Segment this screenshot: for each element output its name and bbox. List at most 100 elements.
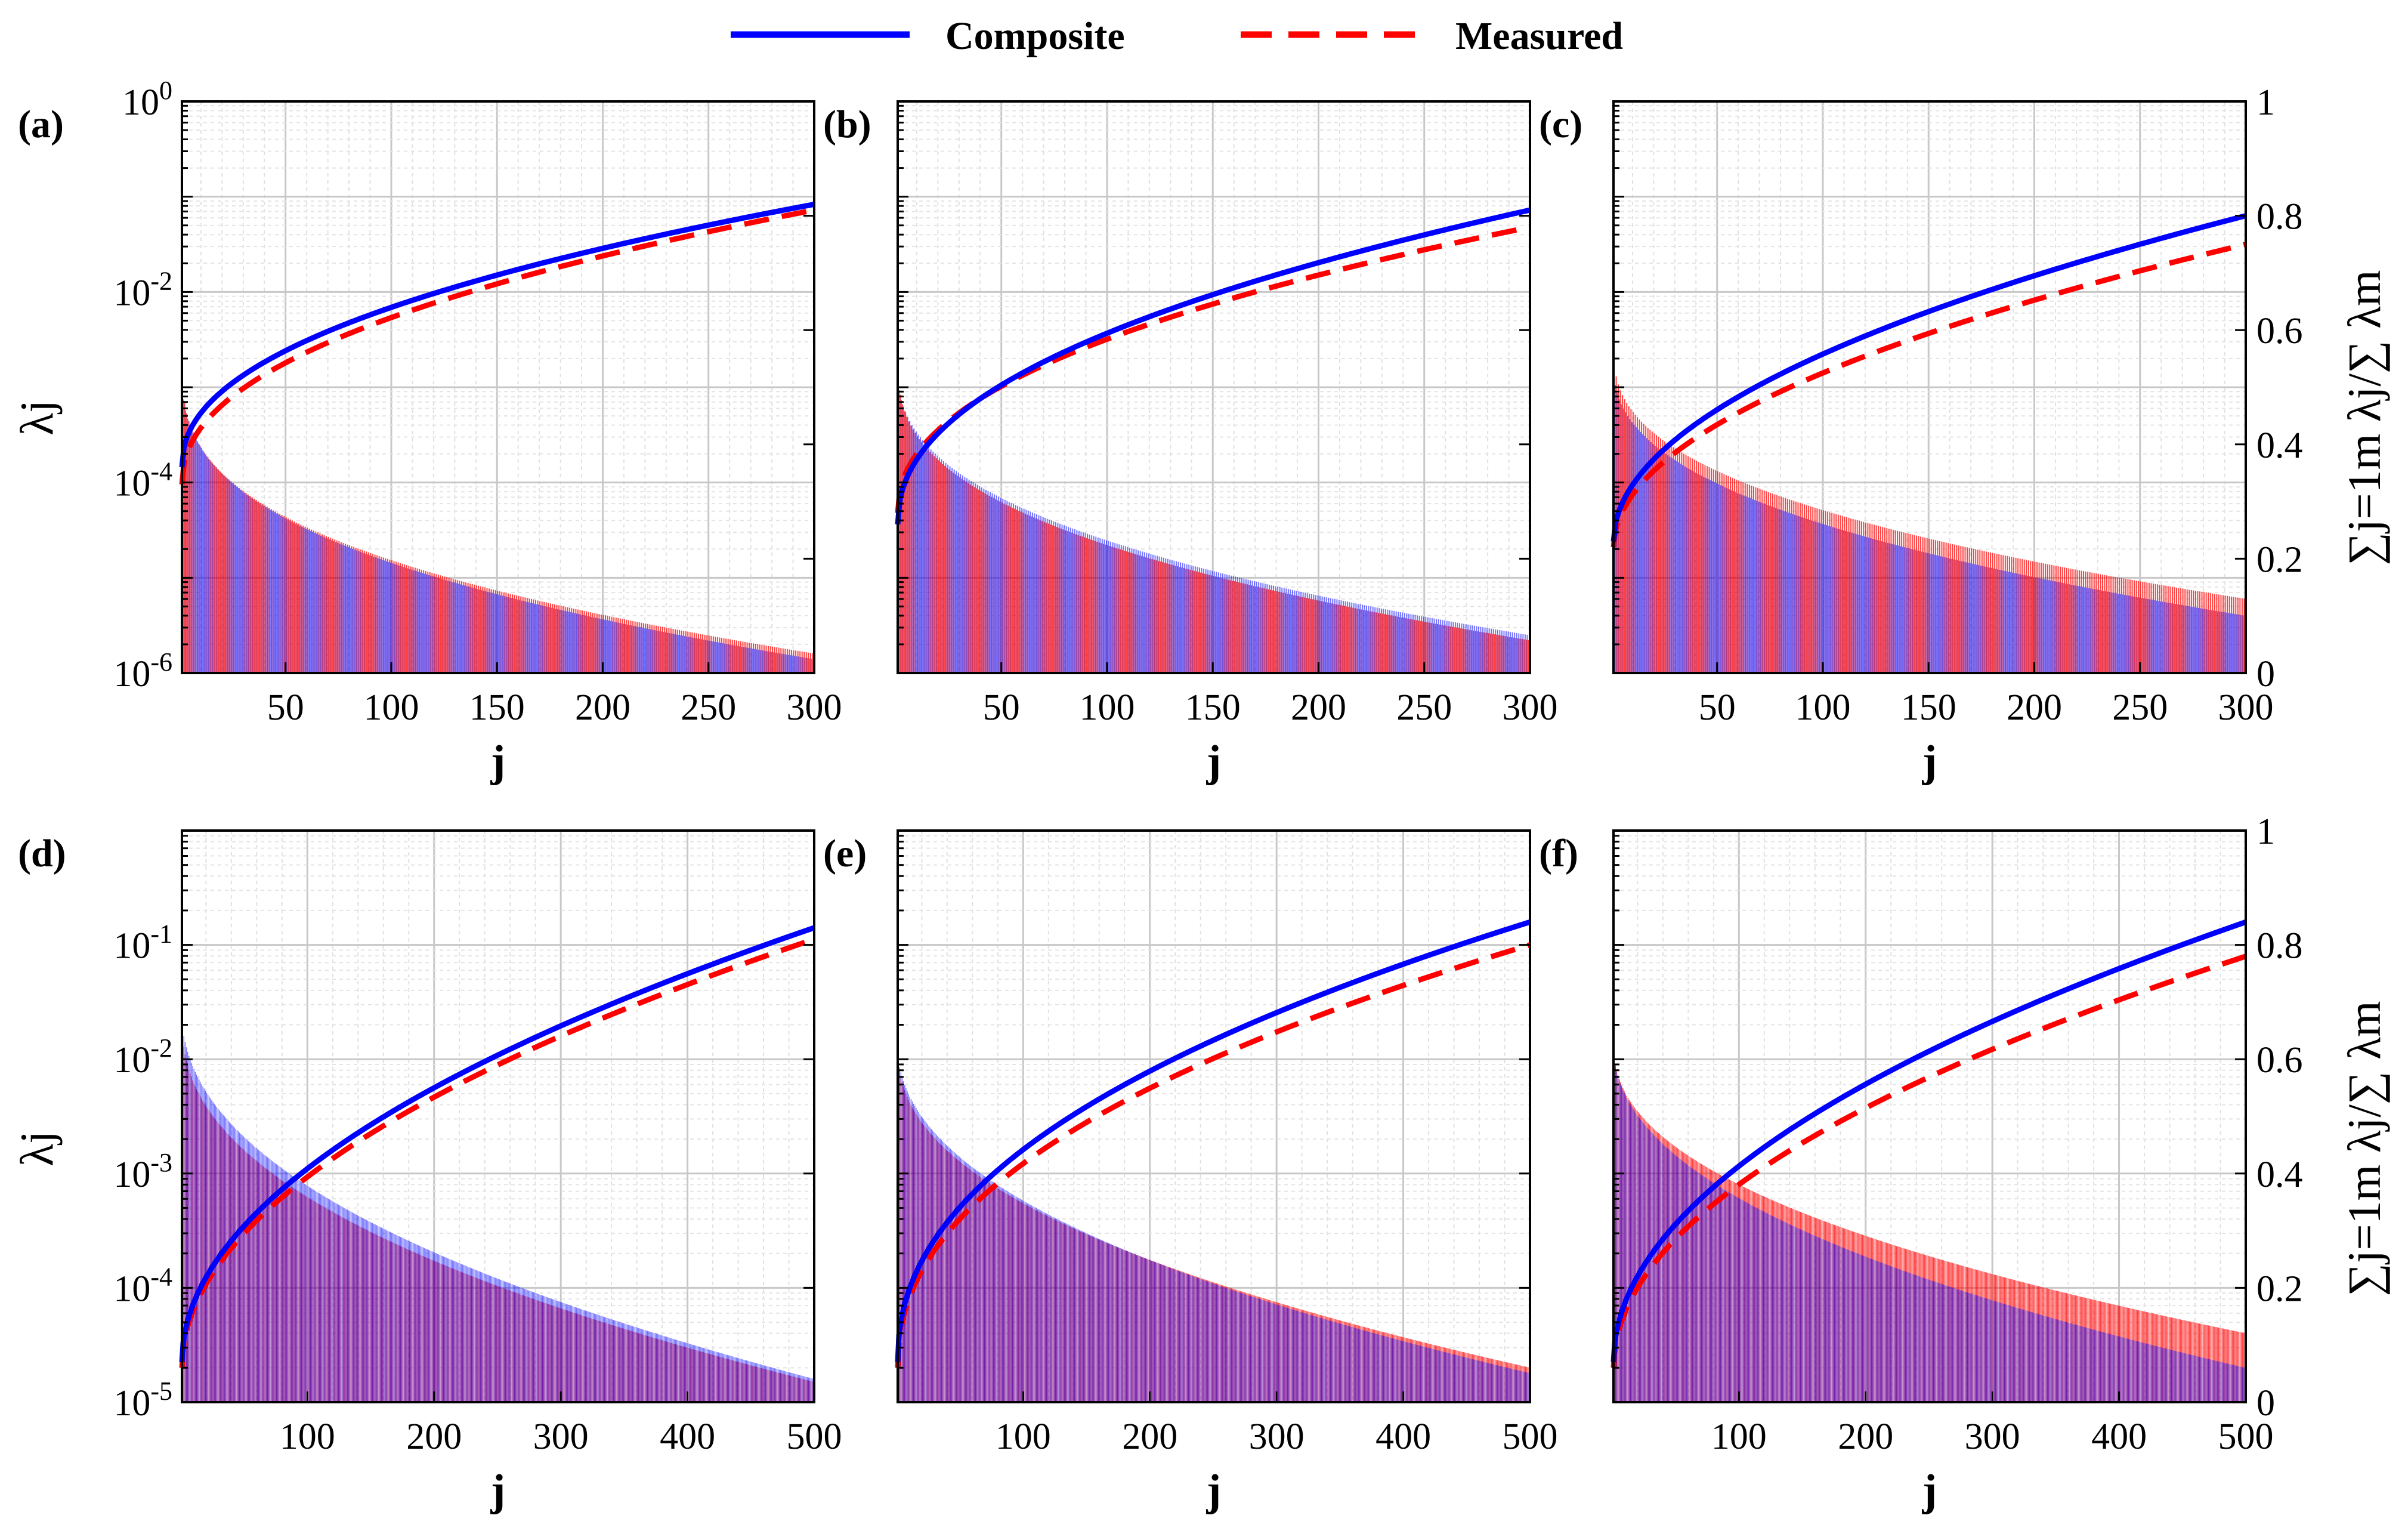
measured-bar <box>753 643 755 673</box>
composite-bar <box>1002 498 1004 673</box>
composite-bar <box>924 1121 926 1402</box>
composite-bar <box>439 1255 441 1402</box>
composite-bar <box>1740 1199 1742 1402</box>
measured-bar <box>2112 576 2114 673</box>
measured-bar <box>541 601 543 673</box>
composite-bar <box>1472 1359 1473 1402</box>
composite-bar <box>1074 529 1075 673</box>
composite-bar <box>221 473 222 673</box>
measured-bar <box>326 536 327 673</box>
measured-bar <box>1269 590 1271 673</box>
measured-bar <box>1867 523 1869 673</box>
measured-bar <box>1477 631 1479 673</box>
measured-bar <box>2163 585 2165 673</box>
composite-bar <box>274 1163 276 1402</box>
composite-bar <box>430 575 432 673</box>
composite-bar <box>1826 525 1828 673</box>
composite-bar <box>633 626 635 673</box>
composite-bar <box>508 597 510 673</box>
composite-bar <box>1102 1240 1103 1402</box>
measured-bar <box>2243 598 2245 673</box>
measured-bar <box>374 554 376 673</box>
composite-bar <box>969 1165 970 1402</box>
composite-bar <box>444 1257 446 1402</box>
measured-bar <box>351 546 353 673</box>
composite-bar <box>1232 576 1234 673</box>
composite-bar <box>1783 511 1785 673</box>
composite-bar <box>1197 1277 1198 1402</box>
composite-bar <box>1142 551 1143 673</box>
composite-bar <box>812 1378 813 1402</box>
measured-bar <box>539 601 541 673</box>
composite-bar <box>1017 505 1019 673</box>
measured-bar <box>564 606 566 673</box>
composite-bar <box>562 1303 564 1402</box>
composite-bar <box>1383 1335 1384 1402</box>
composite-bar <box>2138 597 2140 673</box>
composite-bar <box>391 1232 392 1402</box>
composite-bar <box>1017 1197 1018 1402</box>
composite-bar <box>341 544 343 673</box>
measured-bar <box>1282 592 1284 673</box>
composite-bar <box>620 1322 622 1402</box>
measured-bar <box>378 555 380 673</box>
measured-bar <box>660 626 661 673</box>
composite-bar <box>1399 612 1401 673</box>
composite-bar <box>1223 1287 1225 1402</box>
composite-bar <box>1072 528 1074 673</box>
measured-bar <box>984 493 986 673</box>
composite-bar <box>353 1213 354 1402</box>
composite-bar <box>2037 578 2039 673</box>
composite-bar <box>1963 561 1965 673</box>
composite-bar <box>2170 603 2172 673</box>
composite-bar <box>1064 1223 1065 1402</box>
measured-bar <box>2193 590 2194 673</box>
measured-bar <box>342 542 344 673</box>
composite-bar <box>714 1351 716 1402</box>
composite-bar <box>625 624 626 673</box>
composite-bar <box>644 1330 646 1402</box>
measured-bar <box>535 600 537 673</box>
measured-bar <box>786 649 788 673</box>
composite-bar <box>1708 1180 1710 1402</box>
composite-bar <box>2172 603 2174 673</box>
composite-bar <box>1720 1187 1721 1402</box>
measured-bar <box>1153 560 1155 673</box>
measured-bar <box>247 494 249 673</box>
composite-bar <box>1430 1348 1432 1402</box>
composite-bar <box>583 1310 585 1402</box>
measured-bar <box>1362 610 1364 673</box>
composite-bar <box>693 1345 694 1402</box>
measured-bar <box>1047 523 1049 673</box>
composite-bar <box>677 1340 679 1402</box>
composite-bar <box>1672 1152 1673 1402</box>
measured-bar <box>1098 542 1100 673</box>
composite-bar <box>2204 609 2206 673</box>
measured-bar <box>942 464 944 673</box>
composite-bar <box>387 1230 389 1402</box>
panel-label: (e) <box>823 832 867 875</box>
composite-bar <box>233 1126 234 1402</box>
composite-bar <box>1124 546 1126 673</box>
measured-bar <box>1785 498 1786 673</box>
composite-bar <box>261 504 262 673</box>
measured-bar <box>605 615 607 673</box>
composite-bar <box>1512 1369 1514 1402</box>
composite-bar <box>492 592 493 673</box>
measured-bar <box>803 652 805 673</box>
composite-bar <box>1811 1234 1813 1402</box>
composite-bar <box>1078 530 1080 673</box>
composite-bar <box>1273 1303 1274 1402</box>
measured-bar <box>2106 575 2107 673</box>
composite-bar <box>1625 1095 1626 1402</box>
composite-bar <box>1993 568 1995 673</box>
composite-bar <box>474 588 476 673</box>
composite-bar <box>360 1217 362 1402</box>
x-tick-label: 100 <box>280 1416 335 1457</box>
measured-bar <box>200 448 202 673</box>
composite-bar <box>251 497 252 673</box>
measured-bar <box>1483 632 1485 673</box>
measured-bar <box>1967 547 1968 673</box>
composite-bar <box>2157 601 2159 673</box>
measured-bar <box>469 584 471 673</box>
